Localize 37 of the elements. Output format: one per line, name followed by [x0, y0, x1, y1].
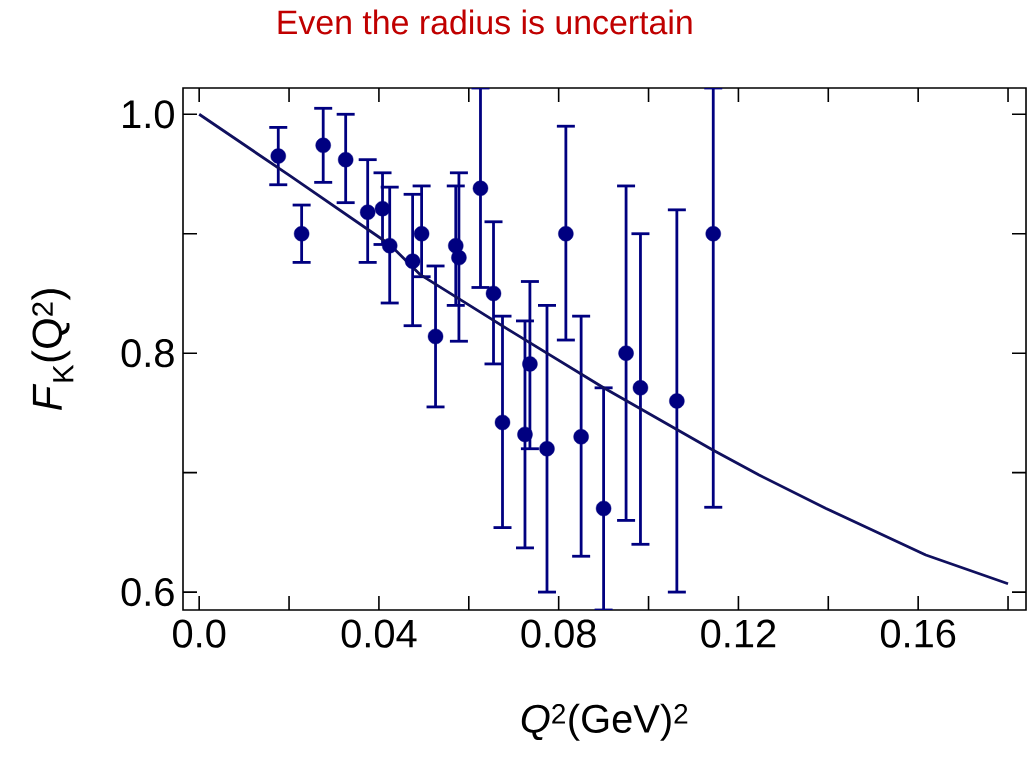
- point: [293, 226, 310, 242]
- y-tick-label: 0.6: [121, 577, 174, 607]
- point: [573, 429, 589, 445]
- y-tick-label: 0.8: [121, 339, 174, 368]
- point: [427, 328, 444, 345]
- point: [270, 148, 286, 164]
- point: [494, 414, 511, 431]
- point: [632, 380, 649, 396]
- point: [517, 426, 533, 443]
- point: [315, 137, 331, 154]
- point: [404, 253, 421, 269]
- point: [539, 441, 555, 457]
- point: [451, 249, 467, 266]
- y-axis-title: F$_{K}$(Q$^{2}$): [31, 289, 74, 411]
- x-tick-label: 0.08: [521, 619, 596, 648]
- point: [669, 393, 685, 409]
- point: [337, 151, 354, 168]
- point: [558, 226, 574, 242]
- point: [472, 180, 489, 197]
- x-tick-label: 0.12: [701, 619, 776, 648]
- x-tick-label: 0.16: [880, 619, 956, 648]
- point: [413, 226, 430, 242]
- point: [382, 237, 398, 254]
- point: [359, 204, 376, 220]
- x-tick-label: 0.04: [341, 619, 417, 648]
- chart-title: Even the radius is uncertain: [278, 9, 692, 35]
- point: [705, 226, 721, 242]
- line-series: [197, 112, 1010, 586]
- point: [595, 500, 612, 517]
- x-axis-title: Q$^{2}$(GeV)$^{2}$: [521, 703, 688, 741]
- point: [618, 345, 634, 361]
- y-tick-label: 1.0: [123, 100, 174, 129]
- point: [448, 237, 464, 254]
- point: [522, 356, 538, 372]
- x-tick-label: 0.0: [173, 619, 226, 648]
- point: [485, 285, 502, 302]
- point: [374, 200, 391, 217]
